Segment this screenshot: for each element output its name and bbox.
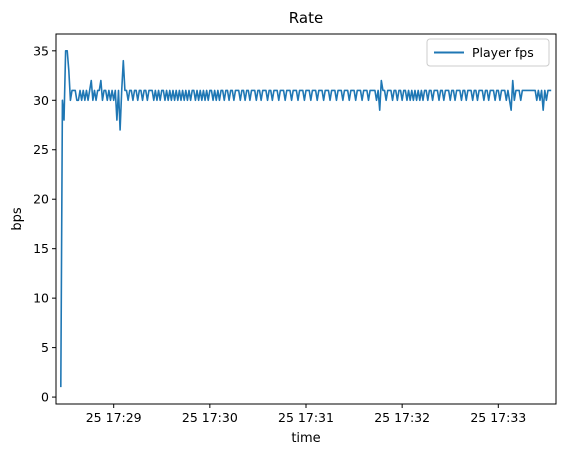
y-tick-label: 25 xyxy=(33,142,49,157)
y-tick-label: 5 xyxy=(41,340,49,355)
y-axis-title: bps xyxy=(10,207,25,231)
legend-label-player-fps: Player fps xyxy=(472,45,534,60)
chart-title: Rate xyxy=(289,9,323,27)
y-tick-label: 10 xyxy=(33,291,49,306)
x-tick-label: 25 17:31 xyxy=(278,410,334,425)
series-layer xyxy=(60,50,552,388)
y-tick-label: 0 xyxy=(41,390,49,405)
x-axis-title: time xyxy=(291,431,320,446)
x-axis-ticks: 25 17:29 25 17:30 25 17:31 25 17:32 25 17:33 xyxy=(86,404,526,425)
x-tick-label: 25 17:32 xyxy=(374,410,430,425)
x-tick-label: 25 17:33 xyxy=(470,410,526,425)
y-tick-label: 20 xyxy=(33,192,49,207)
x-tick-label: 25 17:30 xyxy=(182,410,238,425)
y-tick-label: 30 xyxy=(33,93,49,108)
legend: Player fps xyxy=(426,38,550,67)
y-tick-label: 15 xyxy=(33,241,49,256)
y-axis-ticks: 0 5 10 15 20 25 30 35 xyxy=(33,43,56,405)
series-line-player-fps xyxy=(60,50,552,388)
x-tick-label: 25 17:29 xyxy=(86,410,142,425)
legend-box xyxy=(426,38,550,67)
y-tick-label: 35 xyxy=(33,43,49,58)
